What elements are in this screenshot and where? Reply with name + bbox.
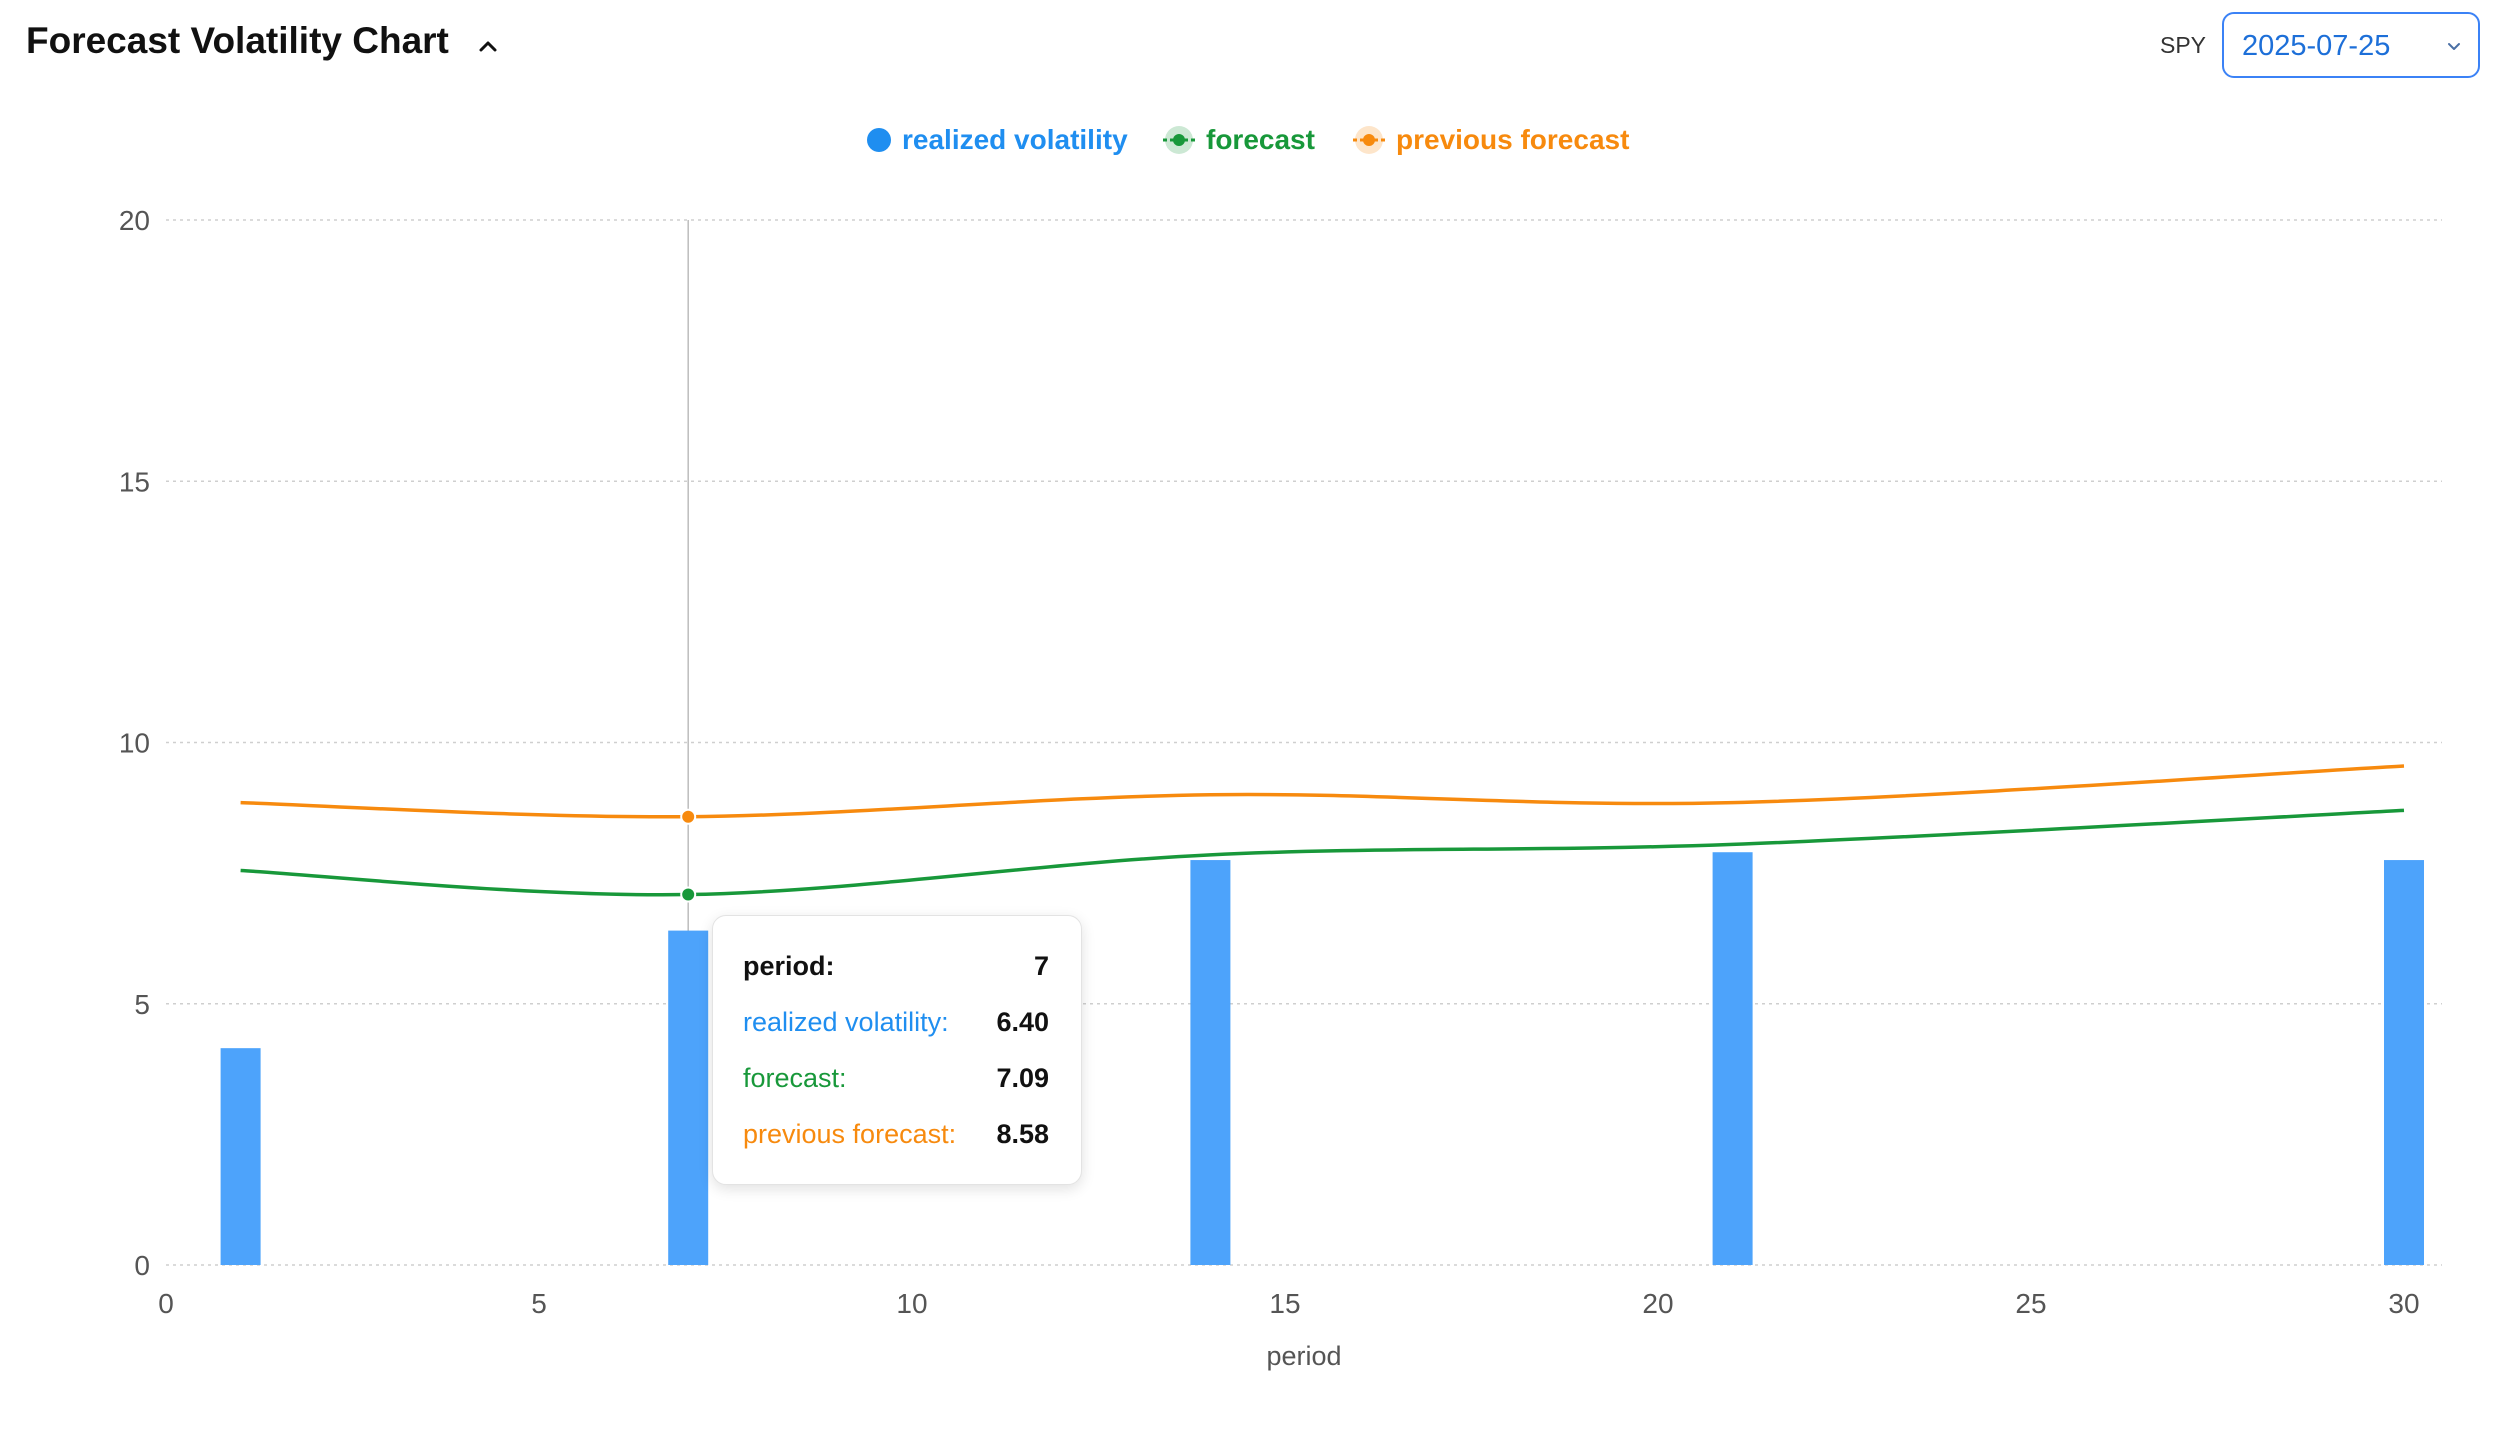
tooltip-row-realized: realized volatility: 6.40 [743,1007,1049,1043]
forecast-line [240,808,2405,897]
realized-volatility-bars [220,852,2424,1265]
grid-lines [166,219,2442,1266]
realized-volatility-bar [220,1048,261,1265]
chart-header: Forecast Volatility Chart SPY 2025-07-25 [0,0,2500,100]
tooltip-realized-label: realized volatility: [743,1007,949,1037]
line-dot-icon [1163,126,1195,154]
legend-label-forecast: forecast [1206,124,1315,155]
tooltip-period-label: period: [743,951,835,981]
legend-item-realized-volatility[interactable]: realized volatility [866,118,1128,162]
y-tick-label: 0 [134,1250,150,1281]
tooltip-row-previous: previous forecast: 8.58 [743,1119,1049,1155]
y-axis-ticks: 0 5 10 15 20 [119,205,150,1281]
x-axis-label: period [1266,1341,1341,1371]
previous-forecast-highlight-dot [680,808,697,825]
ticker-label: SPY [2160,32,2207,58]
circle-icon [867,128,891,152]
y-tick-label: 10 [119,728,150,759]
tooltip-row-period: period: 7 [743,951,1049,987]
tooltip-previous-value: 8.58 [996,1119,1049,1149]
collapse-toggle-button[interactable] [470,28,506,64]
forecast-lines [240,764,2405,897]
page-title: Forecast Volatility Chart [26,20,449,61]
tooltip-forecast-label: forecast: [743,1063,847,1093]
x-tick-label: 5 [531,1288,547,1319]
tooltip-previous-label: previous forecast: [743,1119,957,1149]
date-select-value: 2025-07-25 [2242,30,2391,62]
tooltip-realized-value: 6.40 [996,1007,1049,1037]
realized-volatility-bar [668,930,709,1265]
realized-volatility-bar [2384,860,2424,1265]
y-tick-label: 15 [119,466,150,497]
chevron-up-icon [479,41,497,52]
x-tick-label: 20 [1642,1288,1673,1319]
chart-legend: realized volatility forecast previous fo… [0,118,2500,162]
realized-volatility-bar [1712,852,1753,1265]
highlight-dots [680,808,697,903]
line-dot-icon [1353,126,1385,154]
legend-label-realized-volatility: realized volatility [902,124,1128,155]
y-tick-label: 5 [134,989,150,1020]
y-tick-label: 20 [119,205,150,236]
date-select[interactable]: 2025-07-25 [2222,12,2480,78]
x-tick-label: 25 [2015,1288,2046,1319]
previous-forecast-line [240,764,2405,819]
x-tick-label: 10 [896,1288,927,1319]
legend-item-forecast[interactable]: forecast [1162,118,1315,162]
x-tick-label: 30 [2388,1288,2419,1319]
tooltip-row-forecast: forecast: 7.09 [743,1063,1049,1099]
tooltip-period-value: 7 [1033,951,1049,981]
x-axis-ticks: 0 5 10 15 20 25 30 [158,1288,2419,1319]
chevron-down-icon [2448,43,2460,50]
chart-tooltip: period: 7 realized volatility: 6.40 fore… [712,915,1082,1185]
x-tick-label: 0 [158,1288,174,1319]
legend-item-previous-forecast[interactable]: previous forecast [1352,118,1629,162]
legend-label-previous-forecast: previous forecast [1396,124,1630,155]
forecast-highlight-dot [680,886,697,903]
tooltip-forecast-value: 7.09 [996,1063,1049,1093]
realized-volatility-bar [1190,860,1231,1265]
x-tick-label: 15 [1269,1288,1300,1319]
